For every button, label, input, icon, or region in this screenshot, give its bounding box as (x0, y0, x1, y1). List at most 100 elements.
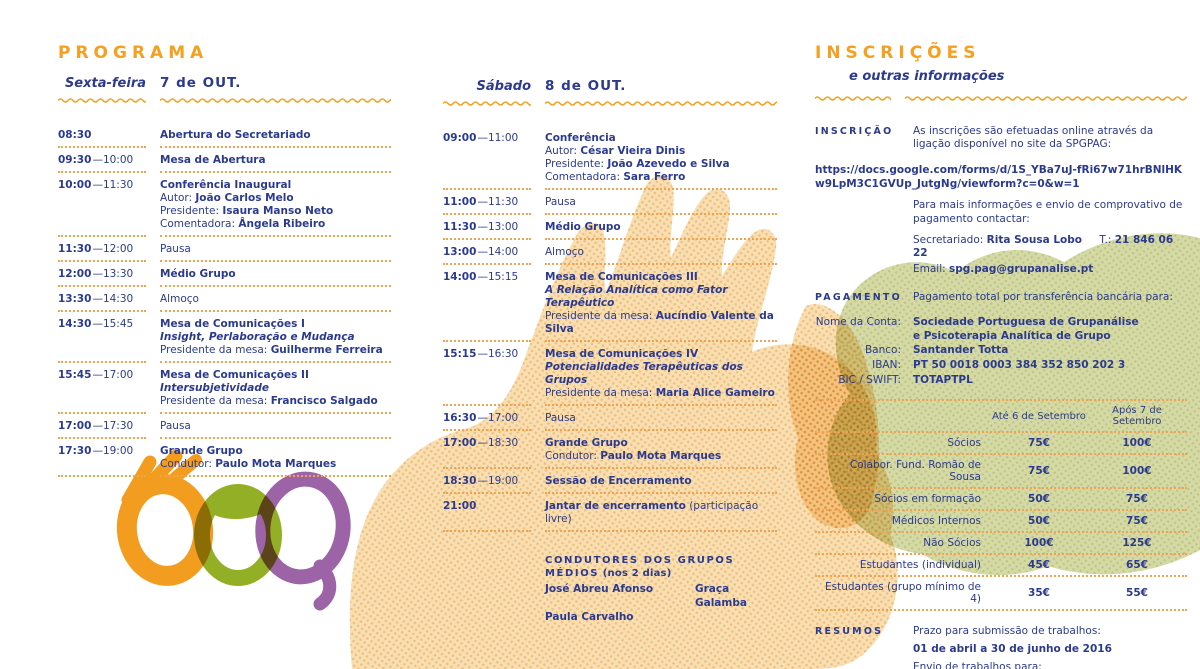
session-detail: Autor: César Vieira Dinis (545, 145, 777, 158)
price-header-early: Até 6 de Setembro (992, 410, 1086, 422)
day-name: Sexta-feira (64, 75, 146, 91)
schedule-row: 12:00—13:30 Médio Grupo (58, 268, 391, 293)
logo-three-heads (116, 449, 351, 611)
session-end-time: —11:00 (477, 132, 519, 144)
detail-label: Autor: (545, 145, 581, 158)
session-start-time: 17:30 (58, 444, 92, 457)
wave-line-icon (815, 95, 891, 101)
email-link[interactable]: spg.pag@grupanalise.pt (949, 262, 1094, 275)
session-content: Mesa de Abertura (160, 154, 391, 173)
price-early: 75€ (1028, 465, 1050, 478)
payment-row-value: Santander Totta (913, 344, 1187, 358)
registration-url-link[interactable]: https://docs.google.com/forms/d/1S_YBa7u… (815, 163, 1183, 191)
session-start-time: 09:30 (58, 153, 92, 166)
session-start-time: 21:00 (443, 500, 477, 513)
price-table-row: Sócios 75€ 100€ (815, 433, 1187, 456)
session-end-time: —15:15 (477, 271, 519, 284)
session-details: Condutor: Paulo Mota Marques (545, 450, 777, 463)
session-content: Pausa (545, 196, 777, 216)
wavy-divider (58, 96, 391, 103)
inscriptions-title: INSCRIÇÕES (815, 43, 981, 63)
session-start-time: 18:30 (443, 475, 477, 488)
session-content: Mesa de Comunicações I Insight, Perlabor… (160, 318, 391, 363)
detail-label: Presidente da mesa: (545, 387, 656, 400)
payment-row-label: BIC / SWIFT: (838, 373, 901, 386)
session-title: Abertura do Secretariado (160, 128, 311, 141)
session-details: Presidente da mesa: Maria Alice Gameiro (545, 387, 777, 400)
session-title: Médio Grupo (545, 221, 621, 234)
session-time: 11:00—11:30 (443, 196, 531, 216)
conductors-heading-text: CONDUTORES DOS GRUPOS MÉDIOS (545, 555, 735, 580)
price-table-row: Estudantes (grupo mínimo de 4) 35€ 55€ (815, 577, 1187, 612)
session-content: Médio Grupo (160, 268, 391, 287)
price-late: 55€ (1126, 587, 1148, 600)
wave-line-icon (160, 97, 391, 103)
session-start-time: 11:30 (443, 221, 477, 234)
schedule-row: 18:30—19:00 Sessão de Encerramento (443, 475, 777, 500)
session-content: Pausa (160, 420, 391, 439)
session-title: Conferência (545, 132, 616, 144)
session-end-time: —18:30 (477, 437, 519, 450)
price-early: 50€ (1028, 515, 1050, 528)
payment-row-value: TOTAPTPL (913, 374, 1187, 388)
session-title: Mesa de Comunicações II (160, 368, 309, 381)
column-program-saturday: Sábado 8 de OUT. 09:00—11:00 Conferência… (443, 44, 777, 624)
inscricao-body: As inscrições são efetuadas online atrav… (913, 125, 1187, 156)
session-time: 11:30—13:00 (443, 221, 531, 241)
session-time: 12:00—13:30 (58, 268, 146, 287)
session-content: Mesa de Comunicações IV Potencialidades … (545, 348, 777, 407)
wavy-divider (815, 94, 1187, 101)
detail-label: Presidente: (160, 204, 223, 217)
email-line: Email: spg.pag@grupanalise.pt (913, 263, 1187, 277)
schedule-row: 21:00 Jantar de encerramento (participaç… (443, 500, 777, 538)
detail-value: Guilherme Ferreira (270, 343, 383, 356)
schedule-row: 14:30—15:45 Mesa de Comunicações I Insig… (58, 318, 391, 369)
detail-label: Condutor: (545, 450, 601, 463)
resumos-deadline-label: Prazo para submissão de trabalhos: (913, 625, 1101, 638)
session-time: 15:15—16:30 (443, 348, 531, 407)
detail-value: João Azevedo e Silva (607, 158, 730, 171)
payment-value-line: PT 50 0018 0003 384 352 850 202 3 (913, 359, 1126, 372)
schedule-row: 17:00—17:30 Pausa (58, 420, 391, 445)
session-detail: Presidente da mesa: Guilherme Ferreira (160, 344, 391, 357)
section-label: RESUMOS (815, 626, 884, 638)
schedule-row: 15:45—17:00 Mesa de Comunicações II Inte… (58, 369, 391, 420)
price-early: 50€ (1028, 493, 1050, 506)
session-title: Mesa de Comunicações III (545, 271, 698, 284)
envio-label: Envio de trabalhos para: (913, 660, 1042, 669)
secretariat-label: Secretariado: (913, 233, 984, 246)
inscricao-contact: Para mais informações e envio de comprov… (913, 199, 1187, 276)
wave-line-icon (443, 101, 531, 106)
session-time: 08:30 (58, 129, 146, 148)
session-start-time: 12:00 (58, 267, 92, 280)
session-start-time: 17:00 (58, 419, 92, 432)
session-end-time: —10:00 (92, 153, 134, 166)
section-pagamento: PAGAMENTO Pagamento total por transferên… (815, 291, 1187, 309)
session-content: Conferência Inaugural Autor: João Carlos… (160, 179, 391, 237)
session-start-time: 08:30 (58, 128, 92, 141)
pagamento-intro: Pagamento total por transferência bancár… (913, 290, 1173, 303)
session-detail: Autor: João Carlos Melo (160, 192, 391, 205)
session-start-time: 15:45 (58, 368, 92, 381)
session-time: 09:30—10:00 (58, 154, 146, 173)
schedule-saturday: 09:00—11:00 Conferência Autor: César Vie… (443, 132, 777, 538)
session-content: Mesa de Comunicações III A Relação Analí… (545, 271, 777, 343)
wavy-divider (443, 99, 777, 106)
session-subtitle: Potencialidades Terapêuticas dos Grupos (545, 361, 743, 387)
session-subtitle: Insight, Perlaboração e Mudança (160, 330, 355, 343)
session-detail: Comentadora: Sara Ferro (545, 171, 777, 184)
session-end-time: —13:30 (92, 267, 134, 280)
session-time: 13:00—14:00 (443, 246, 531, 266)
session-content: Grande Grupo Condutor: Paulo Mota Marque… (545, 437, 777, 470)
price-late: 100€ (1122, 465, 1152, 478)
session-start-time: 09:00 (443, 132, 477, 144)
session-start-time: 16:30 (443, 412, 477, 425)
session-time: 13:30—14:30 (58, 293, 146, 312)
detail-value: Ângela Ribeiro (238, 217, 326, 230)
price-table-header: Até 6 de Setembro Após 7 de Setembro (815, 401, 1187, 434)
session-title: Grande Grupo (545, 437, 628, 450)
resumos-envio-line: Envio de trabalhos para: spg.pag@grupana… (913, 661, 1187, 669)
day-name: Sábado (476, 79, 531, 94)
session-content: Mesa de Comunicações II Intersubjetivida… (160, 369, 391, 414)
detail-value: Maria Alice Gameiro (655, 387, 775, 400)
